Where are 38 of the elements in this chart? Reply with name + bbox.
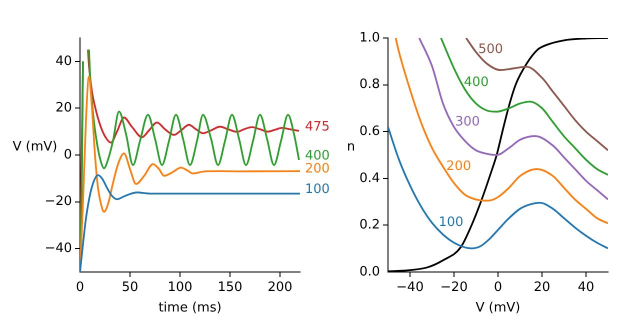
x-tick-label: −40: [396, 280, 424, 296]
series-label: 100: [438, 215, 464, 230]
x-tick-label: 50: [122, 280, 138, 296]
y-tick-label: 20: [55, 100, 72, 116]
y-tick-label: 0.0: [359, 264, 380, 280]
series-label: 200: [305, 161, 330, 176]
x-tick-label: 100: [168, 280, 192, 296]
x-tick-label: 0: [76, 280, 84, 296]
x-axis-title: V (mV): [476, 300, 520, 316]
x-tick-label: 150: [218, 280, 242, 296]
y-tick-label: 0.6: [359, 124, 380, 139]
x-axis-title: time (ms): [158, 300, 222, 316]
series-label: 400: [305, 148, 330, 164]
x-tick-label: 20: [534, 280, 550, 296]
y-tick-label: 0.4: [359, 170, 380, 186]
series-label: 200: [446, 159, 472, 174]
y-tick-label: −20: [44, 194, 72, 210]
x-tick-label: 200: [268, 280, 292, 296]
y-tick-label: 0.2: [359, 218, 380, 233]
y-axis-title: V (mV): [12, 139, 58, 154]
y-tick-label: 1.0: [359, 30, 380, 46]
series-label: 100: [305, 182, 330, 197]
y-tick-label: 0: [64, 147, 72, 162]
series-label: 400: [464, 74, 489, 90]
series-label: 475: [305, 119, 330, 134]
series-label: 300: [455, 114, 480, 130]
x-tick-label: 0: [494, 280, 502, 296]
line-series: [388, 126, 608, 250]
y-tick-label: 40: [55, 54, 72, 69]
y-axis-title: n: [346, 139, 356, 154]
line-series: [418, 38, 608, 200]
series-label: 500: [478, 42, 504, 58]
x-tick-label: 40: [578, 280, 594, 296]
x-tick-label: −20: [440, 280, 468, 296]
line-series: [440, 38, 608, 176]
y-tick-label: 0.8: [359, 77, 380, 92]
y-tick-label: −40: [44, 240, 72, 256]
line-series: [394, 38, 608, 224]
